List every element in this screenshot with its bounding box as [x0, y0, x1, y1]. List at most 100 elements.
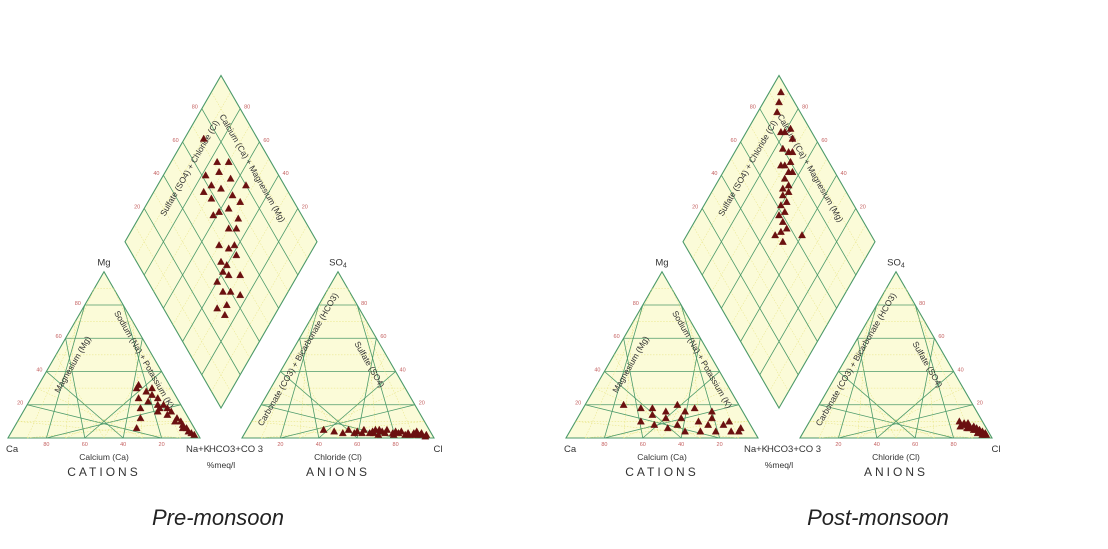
p0-apex-nak: Na+K — [186, 444, 211, 455]
p1-tick-label: 20 — [860, 204, 866, 210]
p0-diamond-gridline — [163, 141, 260, 309]
p1-cation-point — [636, 417, 645, 425]
p1-label-meq: %meq/l — [765, 460, 793, 470]
p0-anion-gridline — [299, 338, 320, 439]
p0-cation-point — [132, 424, 141, 432]
p0-label-calcium: Calcium (Ca) — [79, 452, 129, 462]
p1-diamond-point — [773, 108, 782, 116]
p1-diamond-point — [776, 227, 785, 235]
p0-diamond-gridline — [143, 108, 241, 276]
p0-diamond-point — [209, 211, 218, 219]
p0-anion-gridline — [280, 304, 320, 439]
p1-diamond-point — [788, 167, 797, 175]
p1-diamond-point — [788, 134, 797, 142]
p0-tick-label: 20 — [159, 442, 165, 448]
p1-tick-label: 40 — [711, 171, 717, 177]
p1-diamond-point — [776, 88, 785, 96]
p0-cation-gridline — [122, 338, 143, 439]
p1-cation-point — [696, 427, 705, 435]
p0-diamond-point — [218, 287, 227, 295]
p0-cation-gridline — [55, 354, 105, 439]
p0-cation-point — [136, 414, 145, 422]
p1-diamond-point — [782, 224, 791, 232]
p0-anion-point — [350, 428, 359, 437]
p1-diamond-point — [775, 211, 783, 219]
p1-cation-point — [681, 407, 689, 415]
p0-cation-point — [134, 394, 143, 402]
p1-diamond-point — [776, 161, 785, 169]
p1-tick-label: 60 — [821, 138, 827, 144]
p1-diamond-gridline — [749, 125, 847, 292]
p1-label-calcium: Calcium (Ca) — [637, 452, 687, 462]
p0-cation-point — [144, 397, 153, 405]
p1-cation-point — [704, 420, 713, 428]
p0-cation-point — [148, 390, 156, 398]
p0-cation-gridline — [65, 321, 76, 439]
p0-tick-label: 20 — [302, 204, 308, 210]
p1-cation-point — [719, 420, 728, 428]
p0-anion-gridline — [356, 304, 396, 439]
p1-tick-label: 40 — [594, 367, 600, 373]
p0-tick-label: 20 — [17, 401, 23, 407]
p1-diamond-gridline — [740, 175, 837, 342]
p0-tick-label: 80 — [75, 301, 81, 307]
p1-diamond-grid — [692, 91, 866, 392]
p1-tick-label: 40 — [874, 442, 880, 448]
p0-diamond-gridline — [163, 175, 260, 342]
p0-diamond-point — [213, 304, 222, 312]
p1-diamond-point — [778, 237, 787, 245]
p0-diamond-point — [213, 157, 222, 165]
p1-cation-gridline — [604, 304, 644, 439]
p0-diamond-point — [215, 167, 224, 175]
p0-diamond-point — [224, 244, 233, 252]
p0-apex-cl: Cl — [434, 444, 443, 455]
p1-diamond-point — [778, 144, 787, 152]
piper-panel-post-monsoon: 20 20 20 20 20 20 40 40 40 40 40 40 60 60 60 60 60 60 80 80… — [564, 74, 1001, 479]
p0-diamond-point — [218, 267, 227, 275]
p1-apex-so4-subscript: 4 — [901, 263, 905, 270]
p1-diamond-point — [780, 207, 789, 215]
p0-label-meq: %meq/l — [207, 460, 235, 470]
p0-tick-label: 80 — [361, 301, 367, 307]
p0-diamond-point — [236, 270, 245, 279]
p1-apex-hco3: HCO3+CO 3 — [767, 444, 821, 455]
p1-tick-label: 80 — [633, 301, 639, 307]
p0-apex-mg: Mg — [97, 258, 110, 269]
p1-diamond-point — [778, 184, 787, 192]
p1-diamond-point — [782, 197, 791, 205]
p1-label-chloride: Chloride (Cl) — [872, 452, 920, 462]
p0-anion-point — [412, 427, 421, 435]
p1-cation-point — [661, 414, 670, 422]
p1-cation-gridline — [671, 288, 740, 439]
p1-diamond-point — [788, 147, 797, 156]
p0-anion-point — [374, 430, 383, 438]
p1-label-cations: CATIONS — [625, 465, 698, 479]
p0-label-cations: CATIONS — [67, 465, 140, 479]
p1-apex-cl: Cl — [992, 444, 1001, 455]
p0-diamond-point — [232, 224, 241, 232]
p1-cation-gridline — [584, 288, 653, 439]
p1-cation-point — [663, 424, 672, 432]
p0-cation-point — [148, 384, 156, 392]
p0-tick-label: 40 — [400, 367, 406, 373]
p0-diamond-point — [232, 251, 241, 259]
p0-diamond-gridline — [201, 208, 299, 375]
p0-diamond-gridline — [182, 141, 279, 309]
p0-anion-point — [422, 430, 431, 438]
p1-cation-point — [711, 427, 720, 435]
p1-anion-point — [963, 424, 971, 432]
p0-tick-label: 60 — [56, 334, 62, 340]
p1-cation-point — [673, 400, 682, 408]
p0-diamond-point — [213, 277, 222, 285]
p1-diamond-gridline — [730, 158, 828, 325]
p1-cation-point — [707, 407, 716, 415]
p0-apex-hco3: HCO3+CO 3 — [209, 444, 263, 455]
p0-apex-so4-subscript: 4 — [343, 263, 347, 270]
p1-anion-gridline — [905, 288, 974, 439]
p0-diamond-point — [199, 134, 208, 142]
p0-tick-label: 20 — [277, 442, 283, 448]
p1-cation-point — [681, 427, 689, 435]
p0-diamond-point — [224, 204, 233, 212]
p0-tick-label: 40 — [316, 442, 322, 448]
